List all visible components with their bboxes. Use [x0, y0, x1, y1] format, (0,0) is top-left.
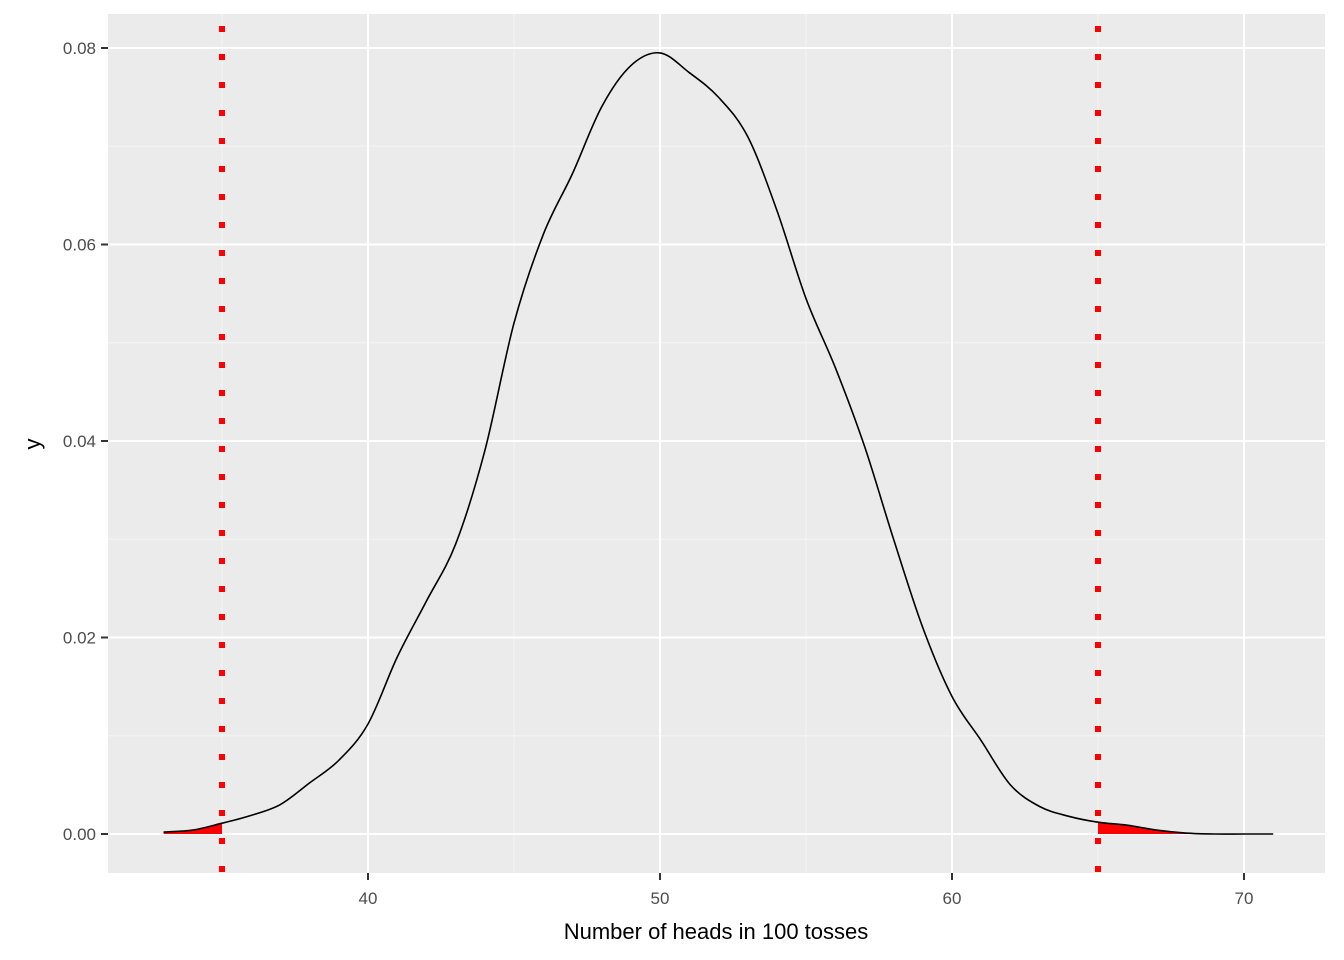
x-axis-title: Number of heads in 100 tosses: [564, 919, 869, 944]
minor-gridlines: [108, 14, 1325, 873]
plot-panel: [108, 14, 1325, 873]
critical-value-lines: [219, 14, 1101, 873]
y-tick-label: 0.00: [63, 825, 96, 844]
x-tick-label: 40: [359, 889, 378, 908]
y-tick-label: 0.06: [63, 236, 96, 255]
y-axis: 0.00 0.02 0.04 0.06 0.08: [63, 39, 108, 844]
y-tick-label: 0.04: [63, 432, 96, 451]
x-axis: 40 50 60 70: [359, 873, 1254, 908]
y-tick-label: 0.02: [63, 629, 96, 648]
density-curve: [163, 51, 1274, 835]
x-tick-label: 60: [943, 889, 962, 908]
x-tick-label: 70: [1235, 889, 1254, 908]
x-tick-label: 50: [651, 889, 670, 908]
y-axis-title: y: [20, 439, 45, 450]
y-tick-label: 0.08: [63, 39, 96, 58]
